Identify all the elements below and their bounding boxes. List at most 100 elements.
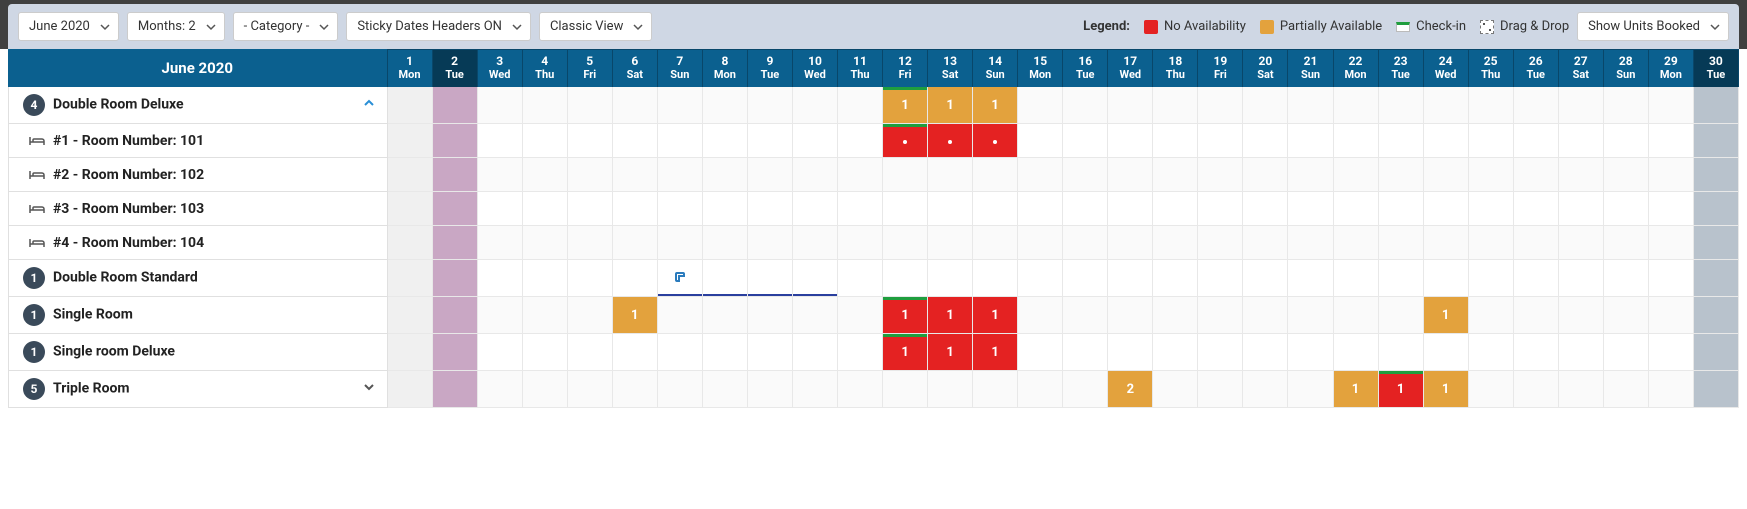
- availability-cell[interactable]: 1: [1424, 297, 1469, 334]
- availability-cell[interactable]: [1063, 226, 1108, 260]
- availability-cell[interactable]: [1243, 260, 1288, 297]
- availability-cell[interactable]: [793, 334, 838, 371]
- availability-cell[interactable]: [1018, 260, 1063, 297]
- view-select[interactable]: Classic View: [539, 12, 652, 41]
- availability-cell[interactable]: [1198, 260, 1243, 297]
- availability-cell[interactable]: [478, 371, 523, 408]
- availability-cell[interactable]: [973, 192, 1018, 226]
- availability-cell[interactable]: [1018, 192, 1063, 226]
- availability-cell[interactable]: [1334, 192, 1379, 226]
- availability-cell[interactable]: [1243, 297, 1288, 334]
- availability-cell[interactable]: [1198, 226, 1243, 260]
- availability-cell[interactable]: [658, 192, 703, 226]
- availability-cell[interactable]: [1153, 260, 1198, 297]
- availability-cell[interactable]: [478, 226, 523, 260]
- availability-cell[interactable]: [1243, 192, 1288, 226]
- availability-cell[interactable]: [1604, 260, 1649, 297]
- availability-cell[interactable]: [523, 192, 568, 226]
- availability-cell[interactable]: [703, 226, 748, 260]
- availability-cell[interactable]: [613, 124, 658, 158]
- availability-cell[interactable]: [1063, 371, 1108, 408]
- availability-cell[interactable]: [883, 260, 928, 297]
- availability-cell[interactable]: 1: [973, 87, 1018, 124]
- availability-cell[interactable]: [478, 192, 523, 226]
- availability-cell[interactable]: [1694, 371, 1739, 408]
- day-header[interactable]: 7Sun: [658, 49, 703, 87]
- availability-cell[interactable]: [1243, 87, 1288, 124]
- category-row-label[interactable]: 4Double Room Deluxe: [8, 87, 388, 124]
- availability-cell[interactable]: [1243, 371, 1288, 408]
- availability-cell[interactable]: [1198, 297, 1243, 334]
- availability-cell[interactable]: [1018, 124, 1063, 158]
- availability-cell[interactable]: [1288, 158, 1333, 192]
- day-header[interactable]: 10Wed: [793, 49, 838, 87]
- day-header[interactable]: 18Thu: [1153, 49, 1198, 87]
- availability-cell[interactable]: [703, 87, 748, 124]
- availability-cell[interactable]: [748, 371, 793, 408]
- expand-toggle[interactable]: [363, 381, 375, 397]
- availability-cell[interactable]: 1: [1379, 371, 1424, 408]
- availability-cell[interactable]: [1198, 158, 1243, 192]
- availability-cell[interactable]: [1063, 334, 1108, 371]
- availability-cell[interactable]: [1694, 334, 1739, 371]
- availability-cell[interactable]: [928, 226, 973, 260]
- availability-cell[interactable]: [883, 124, 928, 158]
- availability-cell[interactable]: [973, 371, 1018, 408]
- day-header[interactable]: 11Thu: [838, 49, 883, 87]
- availability-cell[interactable]: [568, 124, 613, 158]
- availability-cell[interactable]: [1649, 297, 1694, 334]
- day-header[interactable]: 30Tue: [1694, 49, 1739, 87]
- availability-cell[interactable]: [568, 192, 613, 226]
- availability-cell[interactable]: [1649, 260, 1694, 297]
- availability-cell[interactable]: [433, 192, 478, 226]
- availability-cell[interactable]: [1288, 371, 1333, 408]
- availability-cell[interactable]: [1018, 334, 1063, 371]
- availability-cell[interactable]: [1424, 260, 1469, 297]
- availability-cell[interactable]: [973, 260, 1018, 297]
- availability-cell[interactable]: [1288, 226, 1333, 260]
- availability-cell[interactable]: [1469, 158, 1514, 192]
- day-header[interactable]: 23Tue: [1379, 49, 1424, 87]
- availability-cell[interactable]: [1649, 371, 1694, 408]
- availability-cell[interactable]: 1: [973, 297, 1018, 334]
- day-header[interactable]: 16Tue: [1063, 49, 1108, 87]
- availability-cell[interactable]: [523, 124, 568, 158]
- day-header[interactable]: 29Mon: [1649, 49, 1694, 87]
- availability-cell[interactable]: [613, 226, 658, 260]
- availability-cell[interactable]: [1108, 260, 1153, 297]
- availability-cell[interactable]: [1604, 334, 1649, 371]
- availability-cell[interactable]: [748, 260, 793, 297]
- availability-cell[interactable]: [478, 158, 523, 192]
- availability-cell[interactable]: [793, 297, 838, 334]
- availability-cell[interactable]: [973, 158, 1018, 192]
- availability-cell[interactable]: [1424, 124, 1469, 158]
- availability-cell[interactable]: [1198, 192, 1243, 226]
- day-header[interactable]: 28Sun: [1604, 49, 1649, 87]
- availability-cell[interactable]: [523, 158, 568, 192]
- day-header[interactable]: 22Mon: [1334, 49, 1379, 87]
- availability-cell[interactable]: [748, 334, 793, 371]
- availability-cell[interactable]: [838, 124, 883, 158]
- availability-cell[interactable]: [793, 371, 838, 408]
- day-header[interactable]: 26Tue: [1514, 49, 1559, 87]
- availability-cell[interactable]: [658, 297, 703, 334]
- availability-cell[interactable]: [883, 192, 928, 226]
- availability-cell[interactable]: [478, 334, 523, 371]
- availability-cell[interactable]: [1153, 87, 1198, 124]
- unit-row-label[interactable]: #3 - Room Number: 103: [8, 192, 388, 226]
- category-select[interactable]: - Category -: [233, 12, 339, 41]
- availability-cell[interactable]: [613, 334, 658, 371]
- availability-cell[interactable]: [793, 226, 838, 260]
- availability-cell[interactable]: [703, 260, 748, 297]
- availability-cell[interactable]: [1469, 87, 1514, 124]
- availability-cell[interactable]: [1514, 192, 1559, 226]
- availability-cell[interactable]: [1018, 371, 1063, 408]
- availability-cell[interactable]: [1469, 371, 1514, 408]
- availability-cell[interactable]: [388, 226, 433, 260]
- availability-cell[interactable]: [1559, 124, 1604, 158]
- availability-cell[interactable]: [658, 334, 703, 371]
- availability-cell[interactable]: [1334, 158, 1379, 192]
- availability-cell[interactable]: [1604, 297, 1649, 334]
- unit-row-label[interactable]: #4 - Room Number: 104: [8, 226, 388, 260]
- availability-cell[interactable]: [1379, 226, 1424, 260]
